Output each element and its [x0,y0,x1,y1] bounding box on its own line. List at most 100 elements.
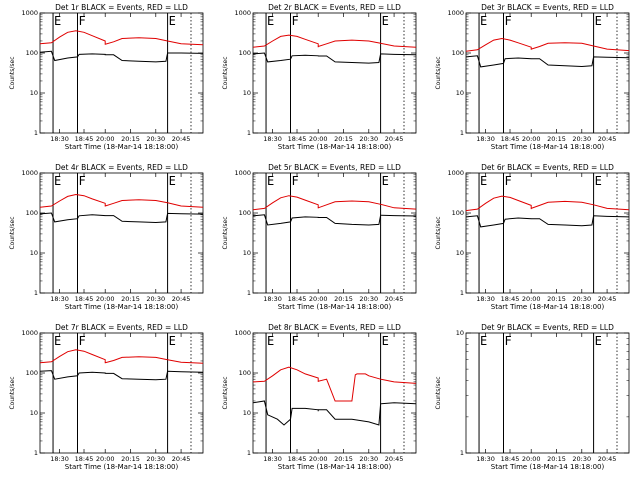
y-tick-label: 1 [34,449,38,457]
plot-frame [39,172,204,294]
x-axis-label: Start Time (18-Mar-14 18:18:00) [65,143,179,151]
x-tick-label: 20:00 [309,455,328,463]
y-tick-label: 10 [30,409,38,417]
series-line-lld [465,37,630,52]
x-tick-label: 18:30 [50,455,69,463]
y-axis-label: Counts/sec [435,56,442,89]
marker-label-e: E [169,14,176,28]
y-tick-label: 1000 [234,169,251,177]
series-line-lld [252,34,417,48]
y-axis-label: Counts/sec [435,376,442,409]
plot-frame [465,172,630,294]
y-tick-label: 1 [460,289,464,297]
series-line-events [252,214,417,226]
panel-det-5: Det 5r BLACK = Events, RED = LLD 1 10 100 10… [222,163,417,311]
x-tick-label: 20:30 [359,455,378,463]
panel-title: Det 4r BLACK = Events, RED = LLD [55,163,188,172]
x-tick-label: 20:15 [121,135,140,143]
x-tick-label: 20:30 [359,135,378,143]
series-line-lld [465,195,630,212]
y-tick-label: 10 [30,89,38,97]
x-tick-label: 20:30 [146,295,165,303]
panel-title: Det 5r BLACK = Events, RED = LLD [268,163,401,172]
marker-label-f: F [78,14,85,28]
x-tick-label: 20:30 [572,455,591,463]
y-tick-label: 1000 [21,9,38,17]
x-tick-label: 18:30 [476,295,495,303]
panel-title: Det 1r BLACK = Events, RED = LLD [55,3,188,12]
x-tick-label: 20:15 [547,135,566,143]
y-tick-label: 100 [452,209,464,217]
y-tick-label: 1 [34,289,38,297]
plot-frame [465,332,630,454]
x-tick-label: 18:45 [75,455,94,463]
y-axis-label: Counts/sec [9,56,16,89]
marker-label-e: E [480,334,487,348]
y-axis-label: Counts/sec [222,56,229,89]
y-axis-label: Counts/sec [435,216,442,249]
marker-label-e: E [54,14,61,28]
x-tick-label: 20:15 [547,455,566,463]
panel-title: Det 3r BLACK = Events, RED = LLD [481,3,614,12]
x-tick-label: 20:30 [146,135,165,143]
y-tick-label: 1 [460,449,464,457]
x-tick-label: 18:30 [263,295,282,303]
y-tick-label: 1 [34,129,38,137]
y-tick-label: 10 [456,249,464,257]
x-tick-label: 20:45 [172,295,191,303]
marker-label-f: F [78,174,85,188]
x-tick-label: 20:30 [146,455,165,463]
marker-label-e: E [267,14,274,28]
plot-frame [252,172,417,294]
panel-title: Det 8r BLACK = Events, RED = LLD [268,323,401,332]
panel-det-1: Det 1r BLACK = Events, RED = LLD 1 10 100 10… [9,3,204,151]
x-tick-label: 18:45 [288,455,307,463]
x-tick-label: 20:30 [572,295,591,303]
y-axis-label: Counts/sec [9,216,16,249]
x-tick-label: 18:45 [75,295,94,303]
marker-label-f: F [504,14,511,28]
marker-label-e: E [595,14,602,28]
plot-frame [252,332,417,454]
marker-label-e: E [382,174,389,188]
x-axis-label: Start Time (18-Mar-14 18:18:00) [65,303,179,311]
y-tick-label: 10 [30,249,38,257]
marker-label-f: F [78,334,85,348]
x-tick-label: 20:00 [96,295,115,303]
x-tick-label: 20:30 [359,295,378,303]
series-line-lld [252,195,417,211]
panel-det-6: Det 6r BLACK = Events, RED = LLD 1 10 100 10… [435,163,630,311]
x-tick-label: 20:45 [172,455,191,463]
y-tick-label: 1000 [21,329,38,337]
marker-label-e: E [382,334,389,348]
panel-det-9: Det 9r BLACK = Events, RED = LLD 1 10 Count… [435,323,630,471]
y-axis-label: Counts/sec [9,376,16,409]
marker-label-e: E [267,334,274,348]
plot-frame [39,12,204,134]
y-tick-label: 1000 [234,329,251,337]
panel-title: Det 6r BLACK = Events, RED = LLD [481,163,614,172]
series-line-events [252,400,417,426]
y-tick-label: 10 [456,329,464,337]
x-tick-label: 20:00 [96,455,115,463]
y-tick-label: 10 [456,89,464,97]
marker-label-f: F [291,174,298,188]
plot-frame [252,12,417,134]
x-tick-label: 20:45 [385,295,404,303]
panel-title: Det 2r BLACK = Events, RED = LLD [268,3,401,12]
panel-det-4: Det 4r BLACK = Events, RED = LLD 1 10 100 10… [9,163,204,311]
marker-label-e: E [595,174,602,188]
x-axis-label: Start Time (18-Mar-14 18:18:00) [491,143,605,151]
marker-label-e: E [54,174,61,188]
y-tick-label: 1000 [21,169,38,177]
x-tick-label: 20:45 [598,295,617,303]
x-tick-label: 18:45 [501,135,520,143]
y-tick-label: 1000 [447,169,464,177]
marker-label-f: F [291,14,298,28]
y-tick-label: 1 [247,129,251,137]
series-line-events [39,370,204,381]
marker-label-e: E [480,174,487,188]
y-tick-label: 100 [239,49,251,57]
x-tick-label: 20:45 [385,455,404,463]
x-axis-label: Start Time (18-Mar-14 18:18:00) [65,463,179,471]
